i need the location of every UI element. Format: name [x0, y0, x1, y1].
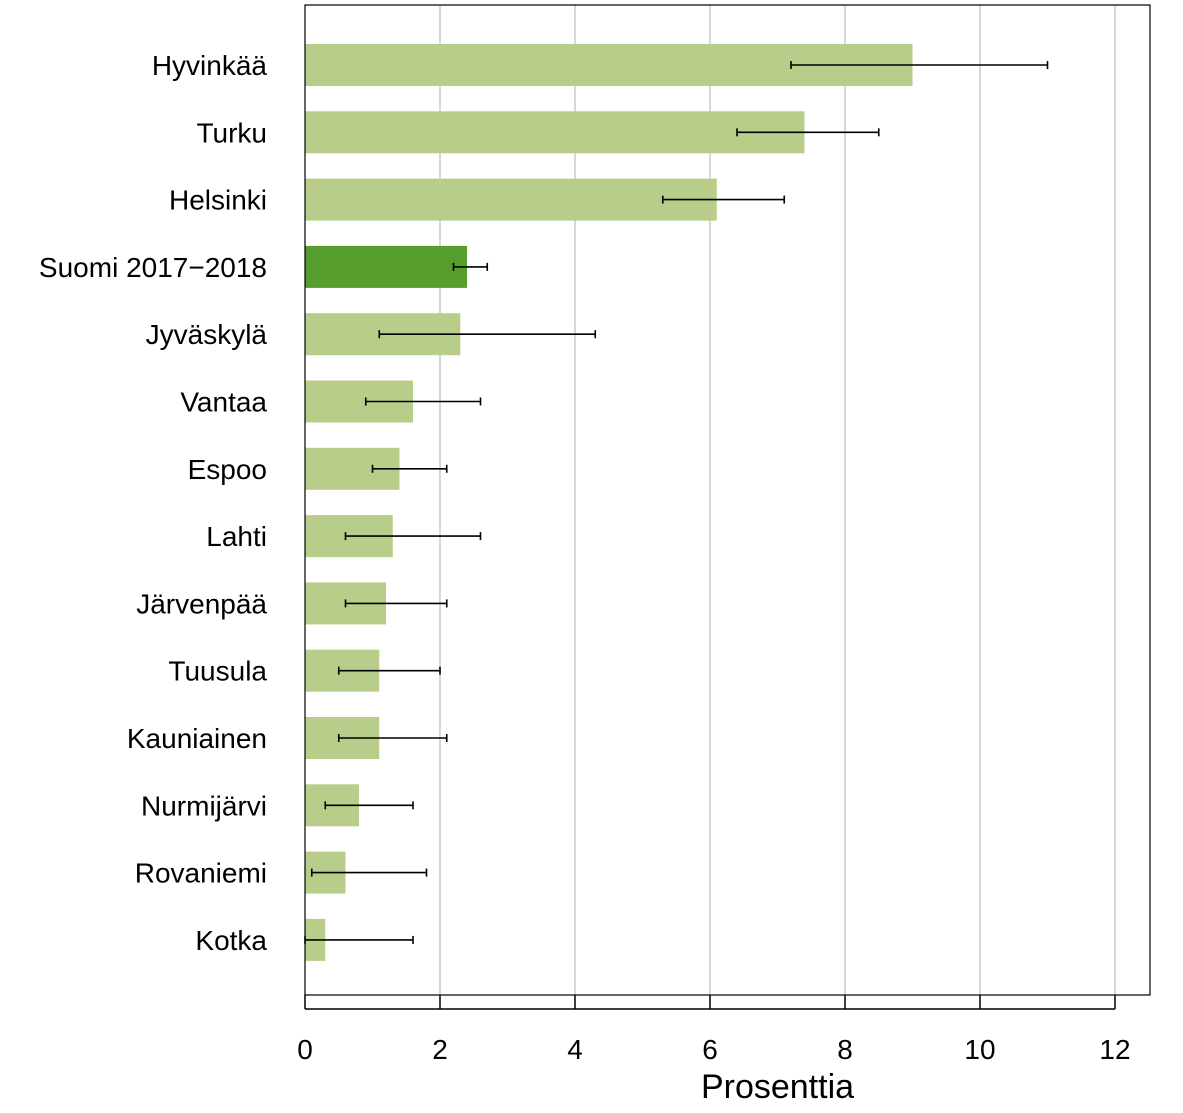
- category-label: Vantaa: [180, 387, 267, 418]
- x-axis-title: Prosenttia: [701, 1068, 854, 1106]
- x-tick-label: 4: [567, 1034, 583, 1065]
- category-label: Turku: [196, 117, 267, 148]
- category-labels: Hyvinkää Turku Helsinki Suomi 2017−2018 Jyvä…: [39, 50, 268, 956]
- category-label: Helsinki: [169, 185, 267, 216]
- x-tick-label: 12: [1099, 1034, 1130, 1065]
- error-bar: [337, 666, 441, 675]
- category-label: Kotka: [195, 925, 267, 956]
- error-bar: [344, 532, 482, 541]
- x-tick-label: 2: [432, 1034, 448, 1065]
- gridlines: [439, 5, 1116, 995]
- bars: [305, 44, 913, 961]
- error-bar: [337, 734, 448, 742]
- error-bar: [736, 128, 880, 137]
- x-axis: 0 2 4 6 8 10 12: [297, 995, 1131, 1065]
- category-label: Hyvinkää: [152, 50, 268, 81]
- bar: [305, 245, 467, 288]
- error-bar: [364, 397, 482, 406]
- category-label: Kauniainen: [127, 723, 267, 754]
- category-label: Espoo: [188, 454, 267, 485]
- x-tick-label: 6: [702, 1034, 718, 1065]
- bar: [305, 111, 805, 154]
- error-bar: [661, 195, 786, 204]
- x-tick-label: 8: [837, 1034, 853, 1065]
- error-bar: [452, 262, 489, 271]
- error-bar: [344, 599, 448, 608]
- error-bar: [378, 330, 597, 339]
- category-label: Tuusula: [168, 656, 267, 687]
- category-label: Nurmijärvi: [141, 790, 267, 821]
- error-bar: [371, 464, 448, 473]
- error-bars: [304, 61, 1049, 944]
- error-bar: [324, 801, 414, 810]
- category-label: Jyväskylä: [146, 319, 268, 350]
- category-label: Järvenpää: [136, 588, 267, 619]
- error-bar: [310, 868, 428, 877]
- x-tick-label: 0: [297, 1034, 313, 1065]
- category-label: Lahti: [206, 521, 267, 552]
- bar: [305, 178, 717, 221]
- plot-frame: [304, 4, 1151, 996]
- category-label: Rovaniemi: [135, 858, 267, 889]
- error-bar: [790, 61, 1049, 69]
- category-label: Suomi 2017−2018: [39, 252, 267, 283]
- x-tick-label: 10: [964, 1034, 995, 1065]
